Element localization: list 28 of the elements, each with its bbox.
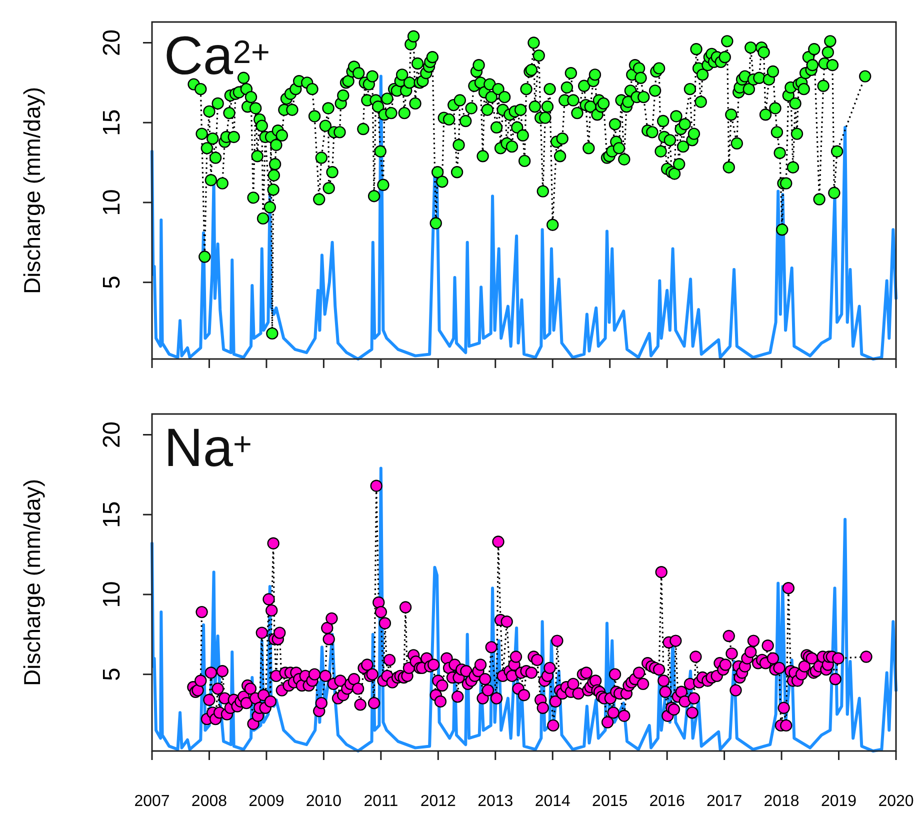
y-tick-label: 5 (98, 668, 126, 682)
y-tick-label: 15 (98, 501, 126, 528)
y-axis-title: Discharge (mm/day) (19, 86, 45, 294)
x-tick-label: 2019 (820, 793, 857, 810)
x-tick-label: 2020 (878, 793, 914, 810)
x-tick-label: 2011 (364, 793, 398, 810)
x-tick-label: 2018 (764, 793, 800, 810)
x-tick-label: 2009 (248, 793, 284, 810)
chart-title: Na$^{+}$ (164, 418, 252, 478)
x-tick-label: 2017 (706, 793, 742, 810)
chart-title: Ca$^{2+}$ (164, 26, 270, 86)
y-tick-label: 20 (98, 29, 126, 56)
line-series (150, 466, 898, 752)
y-tick-label: 5 (98, 276, 126, 290)
y-tick-label: 10 (98, 189, 126, 216)
y-tick-label: 20 (98, 421, 126, 448)
y-axis-title: Discharge (mm/day) (19, 478, 45, 686)
x-tick-label: 2016 (649, 793, 685, 810)
x-tick-label: 2007 (134, 793, 170, 810)
y-tick-label: 15 (98, 109, 126, 136)
x-tick-label: 2015 (592, 793, 628, 810)
y-tick-label: 10 (98, 581, 126, 608)
x-tick-label: 2014 (534, 793, 571, 810)
x-tick-label: 2010 (306, 793, 342, 810)
x-tick-label: 2008 (191, 793, 228, 810)
line-series (150, 74, 898, 360)
x-tick-label: 2013 (478, 793, 514, 810)
x-tick-label: 2012 (420, 793, 456, 810)
